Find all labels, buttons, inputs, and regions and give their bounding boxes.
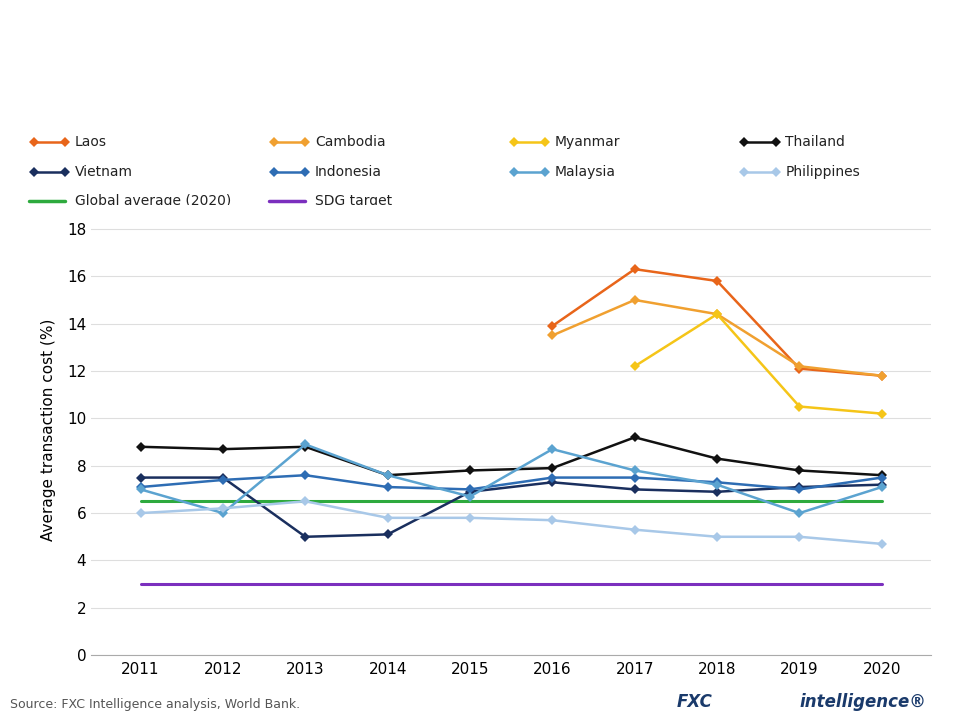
Text: Malaysia: Malaysia (555, 165, 616, 179)
Text: Cambodia: Cambodia (315, 135, 386, 149)
Text: Thailand: Thailand (785, 135, 845, 149)
Text: Vietnam: Vietnam (75, 165, 132, 179)
Text: intelligence®: intelligence® (800, 693, 926, 711)
Text: Average transaction cost of sending remittances to specific country: Average transaction cost of sending remi… (12, 89, 674, 107)
Text: FXC: FXC (677, 693, 712, 711)
Text: Philippines: Philippines (785, 165, 860, 179)
Text: Global average (2020): Global average (2020) (75, 194, 231, 208)
Text: Indonesia: Indonesia (315, 165, 382, 179)
Text: Myanmar: Myanmar (555, 135, 620, 149)
Text: SDG target: SDG target (315, 194, 392, 208)
Text: Laos: Laos (75, 135, 107, 149)
Text: Transaction costs still well above UN target: Transaction costs still well above UN ta… (12, 32, 760, 60)
Text: Source: FXC Intelligence analysis, World Bank.: Source: FXC Intelligence analysis, World… (10, 698, 300, 711)
Y-axis label: Average transaction cost (%): Average transaction cost (%) (41, 319, 56, 541)
